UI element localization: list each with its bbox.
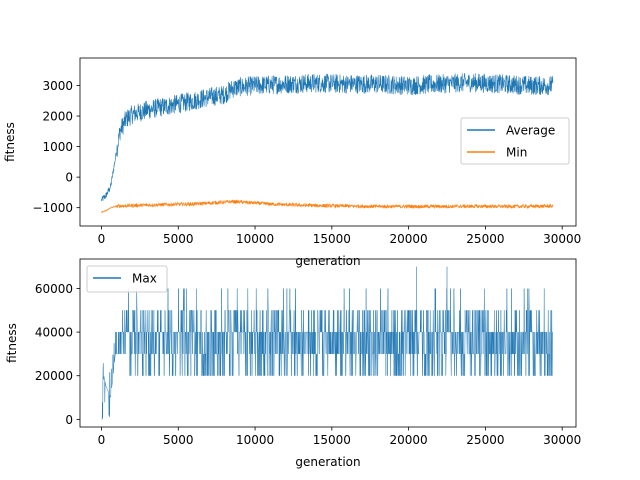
series-line-max	[101, 288, 553, 420]
y-tick-label: −1000	[32, 201, 73, 215]
x-tick-label: 10000	[236, 232, 274, 246]
x-tick-label: 20000	[390, 433, 428, 447]
top-chart-series	[101, 72, 554, 214]
y-tick-label: 1000	[42, 140, 73, 154]
bottom-legend-box	[86, 265, 168, 293]
y-tick-label: 2000	[42, 110, 73, 124]
top-chart-legend: Average Min	[460, 117, 570, 165]
top-chart-frame	[79, 57, 577, 227]
y-tick-label: 20000	[35, 369, 73, 383]
y-tick-label: 0	[65, 413, 73, 427]
y-tick-label: 60000	[35, 282, 73, 296]
x-tick-label: 10000	[236, 433, 274, 447]
x-tick-label: 25000	[466, 232, 504, 246]
legend-label-average: Average	[506, 124, 555, 138]
bottom-chart-y-axis-label: fitness	[5, 323, 19, 363]
x-tick-label: 0	[98, 433, 106, 447]
bottom-chart-x-ticks: 0 5000 10000 15000 20000 25000 30000	[98, 427, 581, 447]
x-tick-label: 15000	[313, 232, 351, 246]
x-tick-label: 30000	[543, 433, 581, 447]
x-tick-label: 5000	[163, 433, 194, 447]
bottom-chart-y-ticks: 0 20000 40000 60000	[35, 282, 80, 427]
y-tick-label: 40000	[35, 326, 73, 340]
top-chart: 0 5000 10000 15000 20000 25000 30000 −1000 0 100…	[3, 57, 581, 268]
y-tick-label: 0	[65, 171, 73, 185]
bottom-chart-legend: Max	[86, 265, 168, 293]
x-tick-label: 20000	[390, 232, 428, 246]
x-tick-label: 30000	[543, 232, 581, 246]
x-tick-label: 15000	[313, 433, 351, 447]
x-tick-label: 25000	[466, 433, 504, 447]
top-chart-y-axis-label: fitness	[3, 122, 17, 162]
bottom-chart: 0 5000 10000 15000 20000 25000 30000 0 20000 400…	[5, 258, 581, 469]
top-chart-x-axis-label: generation	[295, 254, 360, 268]
legend-label-max: Max	[132, 272, 157, 286]
bottom-chart-x-axis-label: generation	[295, 455, 360, 469]
x-tick-label: 0	[98, 232, 106, 246]
series-line-min	[101, 199, 554, 214]
legend-label-min: Min	[506, 146, 527, 160]
bottom-chart-series	[101, 266, 553, 420]
x-tick-label: 5000	[163, 232, 194, 246]
y-tick-label: 3000	[42, 79, 73, 93]
top-chart-y-ticks: −1000 0 1000 2000 3000	[32, 79, 80, 215]
bottom-chart-frame	[79, 258, 577, 428]
top-chart-x-ticks: 0 5000 10000 15000 20000 25000 30000	[98, 226, 581, 246]
series-line-average	[101, 72, 554, 202]
